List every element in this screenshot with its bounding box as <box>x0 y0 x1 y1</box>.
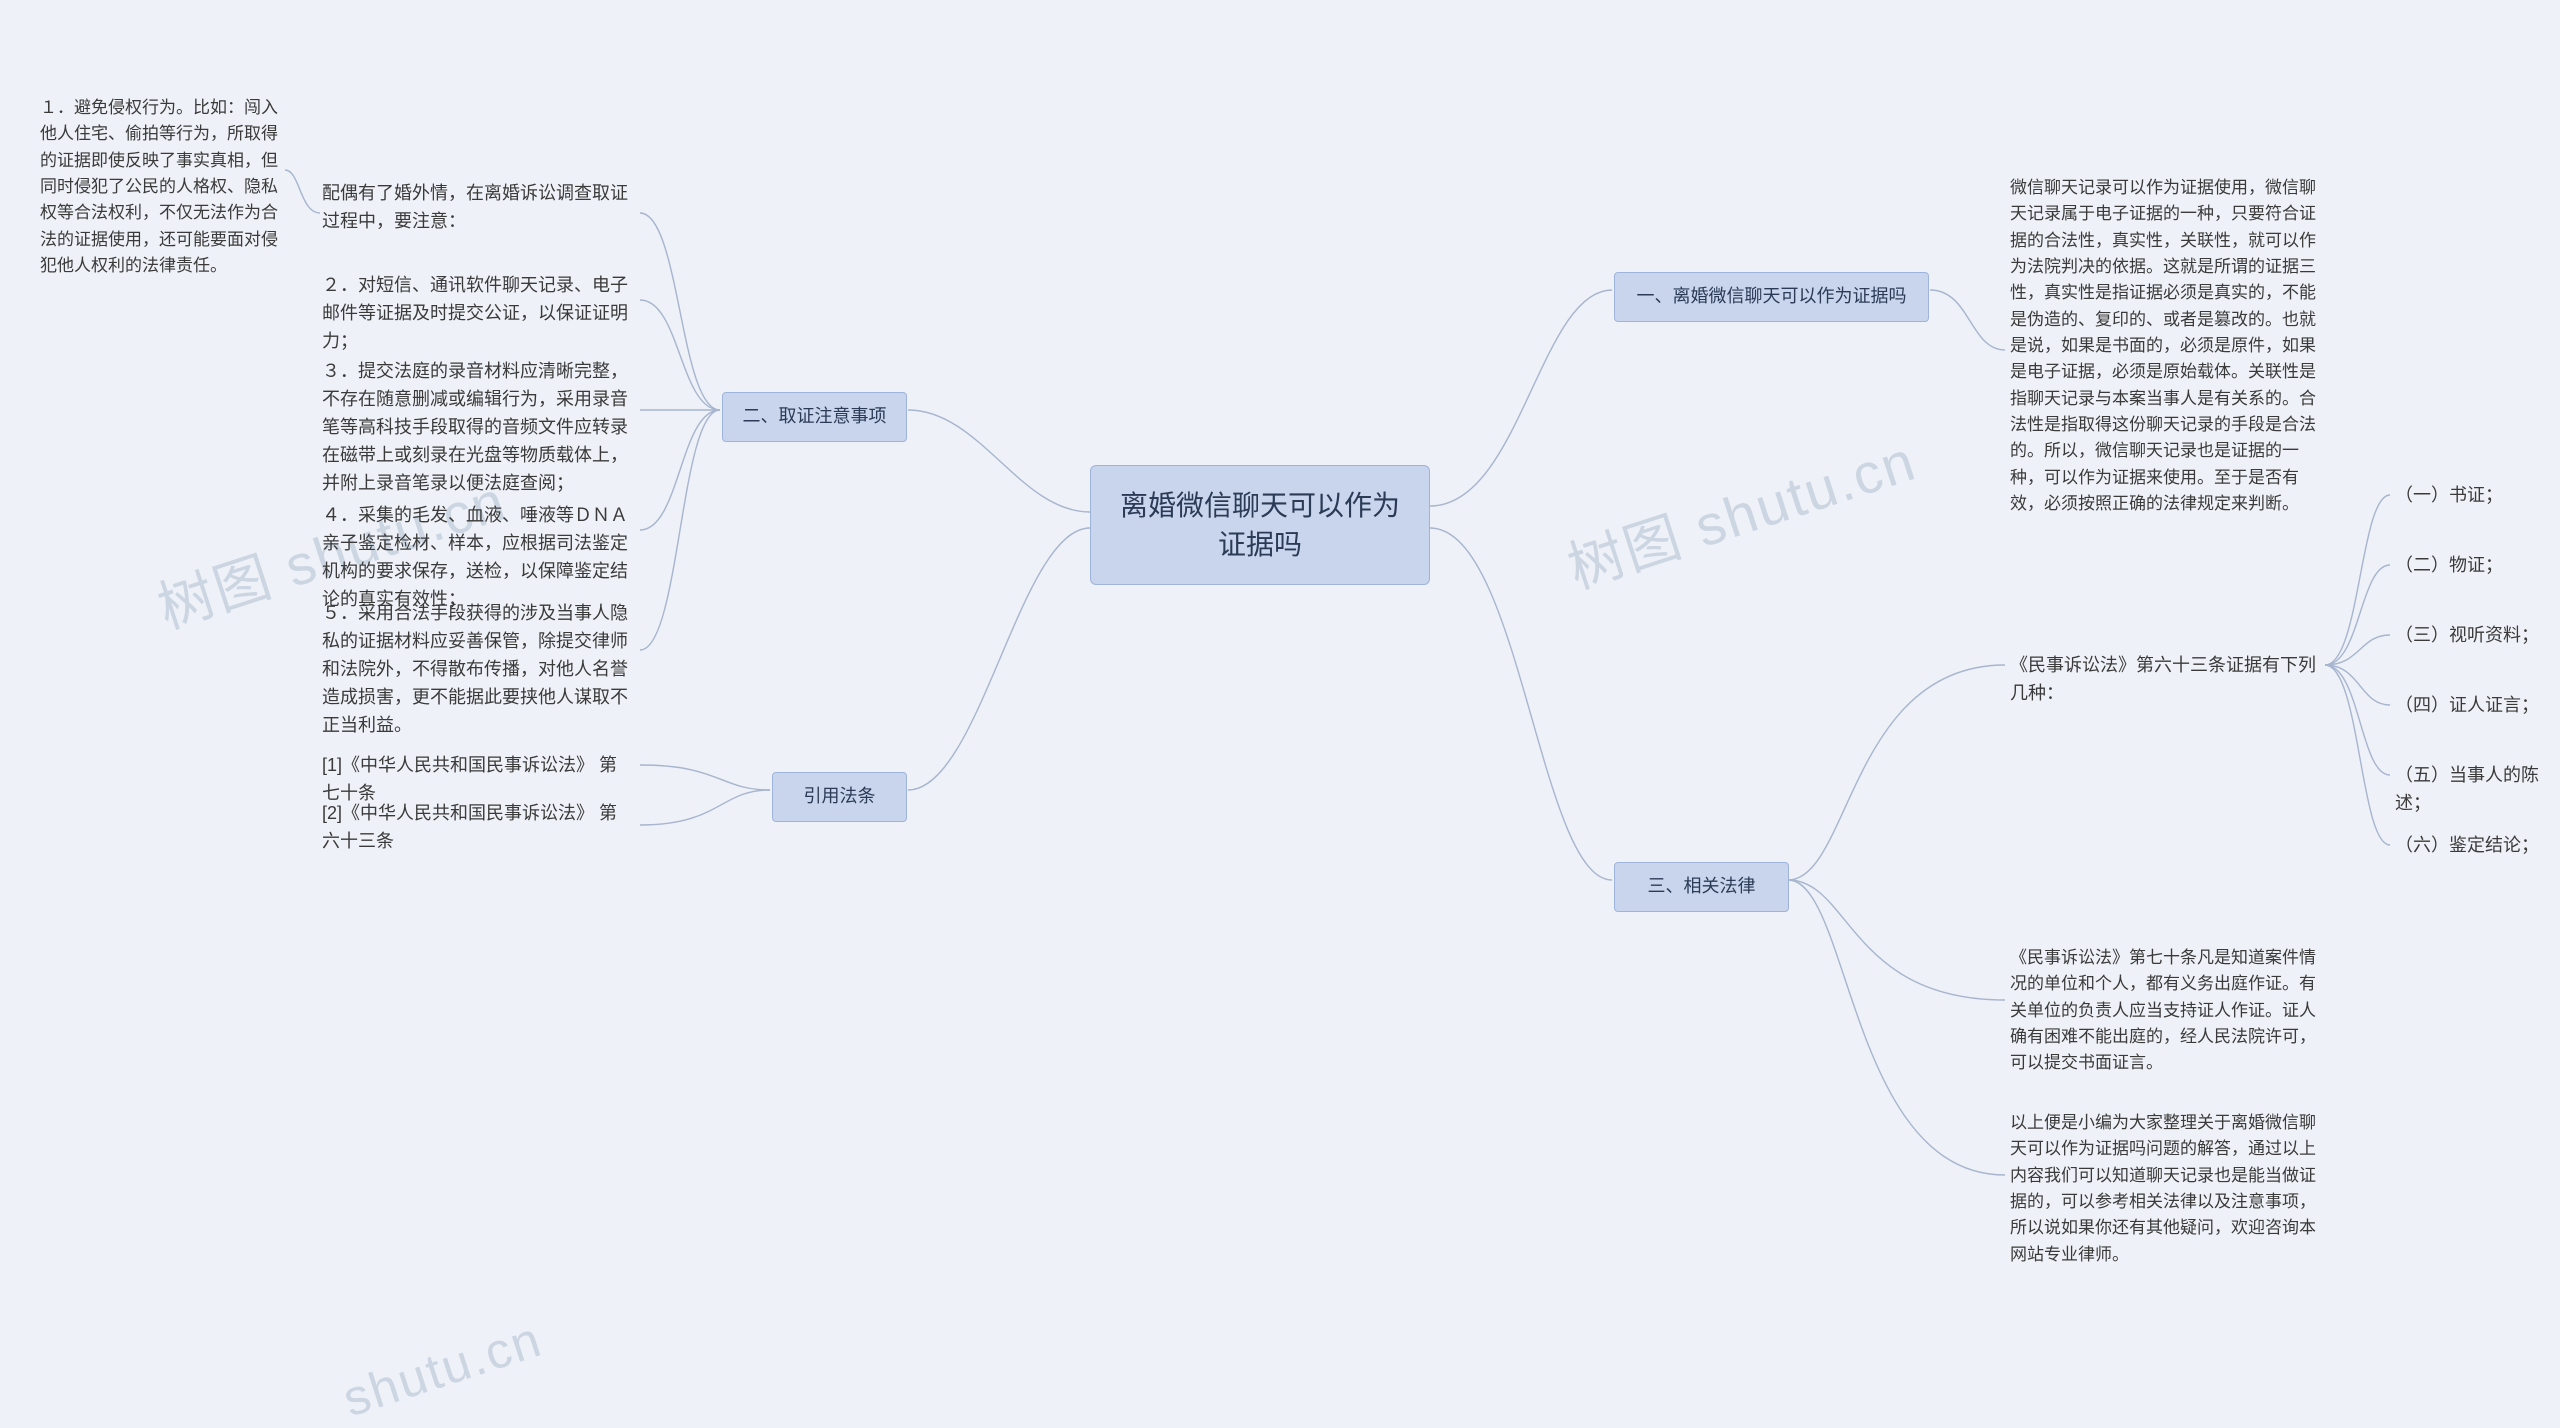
leaf: （五）当事人的陈述； <box>2395 762 2560 818</box>
leaf: （一）书证； <box>2395 482 2503 510</box>
leaf: 《民事诉讼法》第六十三条证据有下列几种： <box>2010 652 2320 708</box>
leaf: 以上便是小编为大家整理关于离婚微信聊天可以作为证据吗问题的解答，通过以上内容我们… <box>2010 1110 2320 1268</box>
leaf: （二）物证； <box>2395 552 2503 580</box>
leaf: （四）证人证言； <box>2395 692 2539 720</box>
leaf: １．避免侵权行为。比如：闯入他人住宅、偷拍等行为，所取得的证据即使反映了事实真相… <box>40 95 288 279</box>
branch-left-2: 引用法条 <box>772 772 907 822</box>
leaf: （三）视听资料； <box>2395 622 2539 650</box>
leaf: ２．对短信、通讯软件聊天记录、电子邮件等证据及时提交公证，以保证证明力； <box>322 272 632 356</box>
root-node: 离婚微信聊天可以作为证据吗 <box>1090 465 1430 585</box>
watermark: 树图 shutu.cn <box>1556 416 1925 605</box>
leaf: 配偶有了婚外情，在离婚诉讼调查取证过程中，要注意： <box>322 180 632 236</box>
leaf: ４．采集的毛发、血液、唾液等ＤＮＡ亲子鉴定检材、样本，应根据司法鉴定机构的要求保… <box>322 502 632 614</box>
branch-right-1: 一、离婚微信聊天可以作为证据吗 <box>1614 272 1929 322</box>
branch-right-2: 三、相关法律 <box>1614 862 1789 912</box>
leaf: 微信聊天记录可以作为证据使用，微信聊天记录属于电子证据的一种，只要符合证据的合法… <box>2010 175 2320 517</box>
branch-left-1: 二、取证注意事项 <box>722 392 907 442</box>
leaf: ５．采用合法手段获得的涉及当事人隐私的证据材料应妥善保管，除提交律师和法院外，不… <box>322 600 632 739</box>
watermark: shutu.cn <box>336 1310 549 1428</box>
leaf: ３．提交法庭的录音材料应清晰完整，不存在随意删减或编辑行为，采用录音笔等高科技手… <box>322 358 632 497</box>
leaf: 《民事诉讼法》第七十条凡是知道案件情况的单位和个人，都有义务出庭作证。有关单位的… <box>2010 945 2320 1077</box>
leaf: （六）鉴定结论； <box>2395 832 2539 860</box>
leaf: [2]《中华人民共和国民事诉讼法》 第六十三条 <box>322 800 632 856</box>
